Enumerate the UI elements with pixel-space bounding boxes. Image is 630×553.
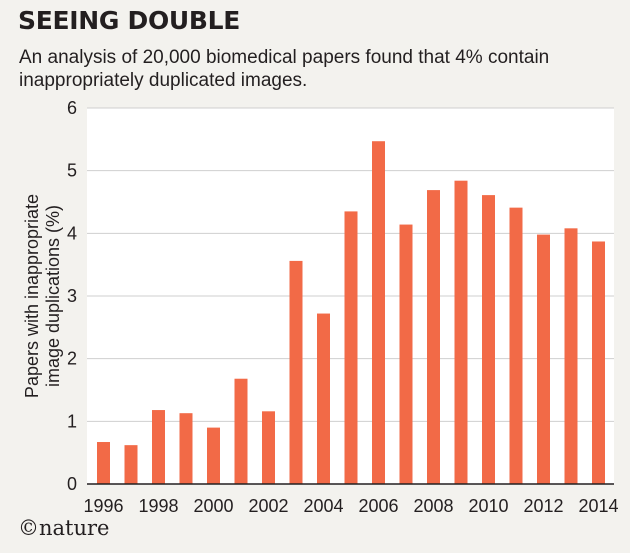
y-axis-label: Papers with inappropriateimage duplicati… bbox=[22, 194, 63, 398]
y-tick-label: 2 bbox=[67, 349, 77, 369]
bar-2008 bbox=[427, 190, 440, 485]
bar-2002 bbox=[262, 411, 275, 484]
x-tick-label: 1998 bbox=[138, 496, 178, 516]
y-tick-label: 4 bbox=[67, 223, 77, 243]
x-tick-label: 2012 bbox=[523, 496, 563, 516]
x-tick-labels: 1996 1998 2000 2002 2004 2006 2008 2010 2012 2014 bbox=[83, 496, 618, 516]
bar-2003 bbox=[289, 260, 303, 484]
bar-2000 bbox=[207, 427, 220, 484]
bar-2009 bbox=[454, 180, 468, 484]
bar-2011 bbox=[509, 207, 523, 484]
y-tick-label: 1 bbox=[67, 411, 77, 431]
chart-subtitle: An analysis of 20,000 biomedical papers … bbox=[19, 47, 550, 91]
nature-credit: ©nature bbox=[18, 516, 110, 540]
bar-2012 bbox=[537, 234, 550, 484]
bar-1996 bbox=[97, 442, 110, 484]
y-tick-labels: 0 1 2 3 4 5 6 bbox=[67, 98, 77, 494]
x-tick-label: 2010 bbox=[468, 496, 508, 516]
y-axis-label-line: image duplications (%) bbox=[43, 205, 63, 387]
x-tick-label: 2000 bbox=[193, 496, 233, 516]
x-tick-label: 2014 bbox=[578, 496, 618, 516]
bar-2014 bbox=[592, 241, 605, 484]
bar-1998 bbox=[152, 410, 165, 484]
x-tick-label: 2006 bbox=[358, 496, 398, 516]
y-tick-label: 5 bbox=[67, 161, 77, 181]
y-axis-label-line: Papers with inappropriate bbox=[22, 194, 42, 398]
bar-2010 bbox=[482, 195, 495, 484]
bar-2004 bbox=[317, 313, 330, 484]
bar-2006 bbox=[372, 141, 385, 485]
bars bbox=[97, 141, 605, 485]
bar-2007 bbox=[399, 224, 413, 484]
bar-2001 bbox=[234, 378, 248, 484]
chart-title: SEEING DOUBLE bbox=[18, 6, 241, 35]
y-tick-label: 0 bbox=[67, 474, 77, 494]
x-tick-label: 1996 bbox=[83, 496, 123, 516]
x-tick-label: 2008 bbox=[413, 496, 453, 516]
bar-1997 bbox=[124, 445, 138, 484]
x-tick-label: 2002 bbox=[248, 496, 288, 516]
x-tick-label: 2004 bbox=[303, 496, 343, 516]
bar-2013 bbox=[564, 228, 578, 484]
bar-2005 bbox=[344, 211, 358, 484]
bar-1999 bbox=[179, 413, 193, 484]
y-tick-label: 3 bbox=[67, 286, 77, 306]
y-tick-label: 6 bbox=[67, 98, 77, 118]
